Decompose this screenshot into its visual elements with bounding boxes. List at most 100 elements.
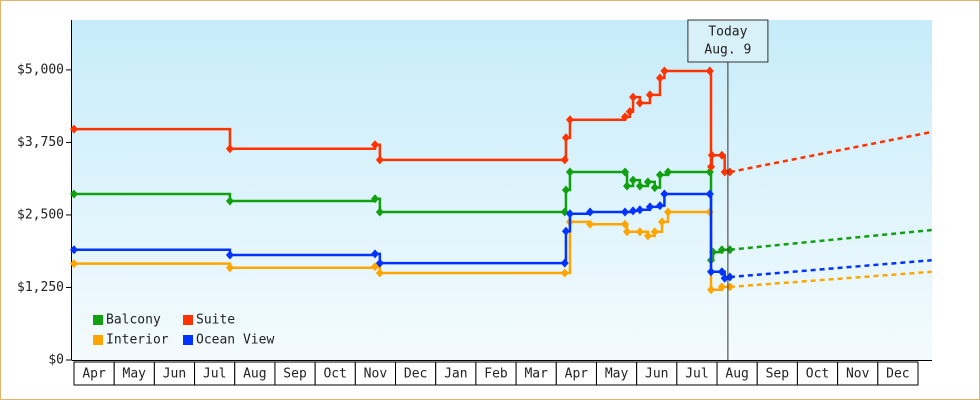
price-marker xyxy=(225,250,234,260)
x-tick-label: Aug xyxy=(725,367,748,382)
price-marker xyxy=(621,167,630,177)
price-marker xyxy=(707,150,716,160)
y-tick-label: $3,750 xyxy=(17,135,64,150)
price-marker xyxy=(629,92,638,102)
y-tick-label: $5,000 xyxy=(17,62,64,77)
price-marker xyxy=(225,144,234,154)
price-marker xyxy=(565,115,574,125)
price-marker xyxy=(629,206,638,216)
price-marker xyxy=(657,217,666,227)
price-marker xyxy=(717,282,726,292)
price-marker xyxy=(560,155,569,165)
price-marker xyxy=(623,227,632,237)
plot-area xyxy=(72,20,932,360)
price-marker xyxy=(586,219,595,229)
price-marker xyxy=(621,207,630,217)
legend-swatch xyxy=(93,315,103,325)
price-marker xyxy=(625,107,634,117)
x-tick-label: Oct xyxy=(323,367,346,382)
price-marker xyxy=(707,285,716,295)
price-marker xyxy=(586,207,595,217)
price-marker xyxy=(664,167,673,177)
legend-swatch xyxy=(183,335,193,345)
legend-label: Suite xyxy=(196,313,235,328)
legend-label: Interior xyxy=(106,333,169,348)
price-marker xyxy=(643,177,652,187)
x-tick-label: Apr xyxy=(565,367,589,382)
price-marker xyxy=(565,209,574,219)
x-tick-label: Apr xyxy=(82,367,106,382)
y-tick-label: $0 xyxy=(48,353,64,368)
price-marker xyxy=(635,205,644,215)
projection-line xyxy=(729,228,932,252)
x-tick-label: Feb xyxy=(484,367,508,382)
x-tick-label: May xyxy=(605,367,629,382)
price-marker xyxy=(375,258,384,268)
price-marker xyxy=(375,155,384,165)
price-marker xyxy=(225,263,234,273)
month-box xyxy=(877,361,919,386)
legend-swatch xyxy=(183,315,193,325)
projection-line xyxy=(729,258,932,279)
legend-swatch xyxy=(93,335,103,345)
y-tick-label: $1,250 xyxy=(17,280,64,295)
x-tick-label: Dec xyxy=(886,367,909,382)
price-marker xyxy=(560,258,569,268)
x-tick-label: Jun xyxy=(645,367,668,382)
price-marker xyxy=(720,167,729,177)
price-marker xyxy=(70,245,78,255)
today-box xyxy=(687,19,769,63)
x-tick-label: Sep xyxy=(766,367,790,382)
price-marker xyxy=(621,219,630,229)
legend-label: Balcony xyxy=(106,313,161,328)
price-marker xyxy=(375,268,384,278)
price-marker xyxy=(561,226,570,236)
price-marker xyxy=(655,170,664,180)
price-marker xyxy=(70,259,78,269)
price-marker xyxy=(225,196,234,206)
price-marker xyxy=(371,140,380,150)
price-marker xyxy=(560,268,569,278)
price-marker xyxy=(643,231,652,241)
price-marker xyxy=(645,90,654,100)
x-tick-label: Nov xyxy=(846,367,870,382)
price-marker xyxy=(635,181,644,191)
x-tick-label: Nov xyxy=(364,367,388,382)
price-marker xyxy=(705,66,714,76)
price-marker xyxy=(650,227,659,237)
x-tick-label: May xyxy=(123,367,147,382)
price-marker xyxy=(705,189,714,199)
x-tick-label: Aug xyxy=(243,367,266,382)
price-marker xyxy=(707,162,716,172)
price-marker xyxy=(635,98,644,108)
y-tick-label: $2,500 xyxy=(17,207,64,222)
x-tick-label: Jul xyxy=(203,367,226,382)
x-tick-label: Jul xyxy=(685,367,708,382)
x-tick-label: Mar xyxy=(524,367,548,382)
x-tick-label: Jan xyxy=(444,367,467,382)
price-marker xyxy=(664,207,673,217)
price-marker xyxy=(655,201,664,211)
price-marker xyxy=(717,150,726,160)
projection-line xyxy=(729,270,932,289)
price-marker xyxy=(561,133,570,143)
price-marker xyxy=(707,267,716,277)
x-tick-label: Sep xyxy=(283,367,307,382)
price-marker xyxy=(660,189,669,199)
price-marker xyxy=(371,194,380,204)
price-marker xyxy=(660,66,669,76)
price-marker xyxy=(371,249,380,259)
price-marker xyxy=(561,185,570,195)
price-marker xyxy=(717,267,726,277)
price-marker xyxy=(621,112,630,122)
price-marker xyxy=(70,189,78,199)
price-marker xyxy=(623,181,632,191)
projection-line xyxy=(729,130,932,174)
price-marker xyxy=(565,167,574,177)
price-marker xyxy=(650,183,659,193)
price-marker xyxy=(645,202,654,212)
price-marker xyxy=(720,273,729,283)
price-marker xyxy=(635,227,644,237)
price-marker xyxy=(375,207,384,217)
